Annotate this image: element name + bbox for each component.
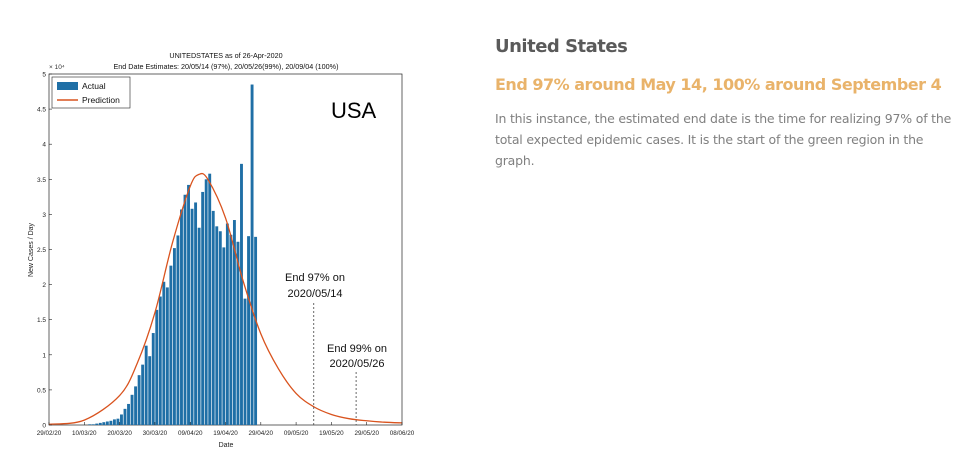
prediction-line bbox=[48, 172, 403, 425]
bar bbox=[236, 241, 240, 425]
bar bbox=[250, 84, 254, 425]
bar bbox=[225, 223, 229, 425]
chart-svg: UNITEDSTATES as of 26-Apr-2020 End Date … bbox=[28, 51, 415, 449]
bar bbox=[180, 209, 183, 425]
bar bbox=[240, 163, 243, 426]
legend-prediction-label: Prediction bbox=[82, 95, 120, 105]
chart-title: UNITEDSTATES as of 26-Apr-2020 bbox=[169, 51, 282, 60]
y-tick-label: 4.5 bbox=[37, 107, 46, 114]
y-tick-label: 1 bbox=[42, 352, 46, 359]
description-text: In this instance, the estimated end date… bbox=[495, 111, 952, 168]
bar bbox=[120, 414, 123, 425]
bar bbox=[105, 421, 109, 425]
bar bbox=[144, 345, 148, 425]
legend-actual-label: Actual bbox=[82, 81, 106, 91]
bar bbox=[123, 408, 127, 425]
bar bbox=[222, 247, 226, 425]
chart-subtitle: End Date Estimates: 20/05/14 (97%), 20/0… bbox=[114, 62, 339, 71]
bar bbox=[88, 424, 92, 425]
chart: UNITEDSTATES as of 26-Apr-2020 End Date … bbox=[0, 0, 440, 461]
bar bbox=[247, 236, 250, 425]
bar bbox=[134, 386, 138, 425]
bar bbox=[172, 248, 176, 425]
bar bbox=[183, 194, 187, 425]
bar bbox=[151, 333, 155, 425]
x-tick-label: 29/04/20 bbox=[249, 430, 274, 437]
bar bbox=[95, 423, 99, 425]
bar bbox=[211, 210, 215, 425]
end-estimate-heading: End 97% around May 14, 100% around Septe… bbox=[495, 75, 942, 94]
bar bbox=[232, 220, 236, 425]
bar bbox=[137, 375, 141, 425]
bar bbox=[204, 179, 208, 425]
y-tick-label: 2.5 bbox=[37, 247, 46, 254]
y-tick-label: 1.5 bbox=[37, 317, 46, 324]
bar bbox=[155, 309, 159, 425]
annotation-97-line2: 2020/05/14 bbox=[287, 288, 342, 300]
y-exponent-label: × 10⁴ bbox=[49, 64, 65, 71]
annotation-99: End 99% on 2020/05/26 bbox=[327, 343, 387, 370]
x-tick-label: 29/02/20 bbox=[37, 430, 62, 437]
bar bbox=[112, 419, 116, 425]
x-tick-label: 30/03/20 bbox=[143, 430, 168, 437]
bar bbox=[243, 298, 247, 425]
big-label: USA bbox=[331, 98, 377, 123]
x-tick-label: 19/05/20 bbox=[319, 430, 344, 437]
bar bbox=[98, 422, 102, 425]
bar bbox=[201, 191, 205, 425]
x-tick-label: 08/06/20 bbox=[390, 430, 415, 437]
annotation-97-line1: End 97% on bbox=[285, 272, 345, 284]
bar bbox=[208, 173, 212, 425]
bar bbox=[194, 202, 198, 425]
country-heading: United States bbox=[495, 36, 628, 57]
bar bbox=[176, 235, 180, 425]
bar bbox=[130, 394, 134, 425]
y-tick-label: 2 bbox=[42, 282, 46, 289]
x-tick-label: 20/03/20 bbox=[107, 430, 132, 437]
bar bbox=[218, 231, 222, 425]
bar bbox=[197, 227, 201, 425]
y-tick-label: 0 bbox=[42, 423, 46, 430]
bar bbox=[187, 184, 190, 425]
y-tick-label: 5 bbox=[42, 72, 46, 79]
y-tick-label: 4 bbox=[42, 142, 46, 149]
bar bbox=[165, 287, 169, 425]
plot-area bbox=[48, 73, 403, 426]
bar bbox=[102, 422, 106, 425]
bar bbox=[141, 364, 145, 425]
bar bbox=[229, 234, 233, 425]
bar bbox=[162, 281, 166, 425]
y-tick-label: 3 bbox=[42, 212, 46, 219]
annotation-99-line2: 2020/05/26 bbox=[329, 358, 384, 370]
bar bbox=[158, 296, 162, 425]
bar bbox=[148, 356, 152, 425]
annotation-97: End 97% on 2020/05/14 bbox=[285, 272, 345, 300]
x-tick-label: 10/03/20 bbox=[72, 430, 97, 437]
annotation-99-line1: End 99% on bbox=[327, 343, 387, 355]
bar bbox=[116, 418, 120, 425]
article: United States End 97% around May 14, 100… bbox=[495, 36, 960, 171]
y-tick-label: 3.5 bbox=[37, 177, 46, 184]
bar bbox=[215, 226, 219, 425]
bar bbox=[127, 403, 130, 425]
y-axis-label: New Cases / Day bbox=[28, 222, 35, 277]
bar bbox=[169, 265, 173, 425]
bar bbox=[109, 420, 113, 425]
x-tick-label: 09/04/20 bbox=[178, 430, 203, 437]
bar bbox=[254, 236, 258, 425]
x-tick-label: 19/04/20 bbox=[213, 430, 238, 437]
x-tick-label: 29/05/20 bbox=[354, 430, 379, 437]
x-tick-label: 09/05/20 bbox=[284, 430, 309, 437]
legend: Actual Prediction bbox=[51, 76, 131, 109]
y-tick-label: 0.5 bbox=[37, 387, 46, 394]
legend-actual-swatch bbox=[57, 82, 78, 90]
x-axis-label: Date bbox=[219, 442, 234, 449]
bar bbox=[190, 208, 194, 425]
bar bbox=[91, 424, 95, 425]
